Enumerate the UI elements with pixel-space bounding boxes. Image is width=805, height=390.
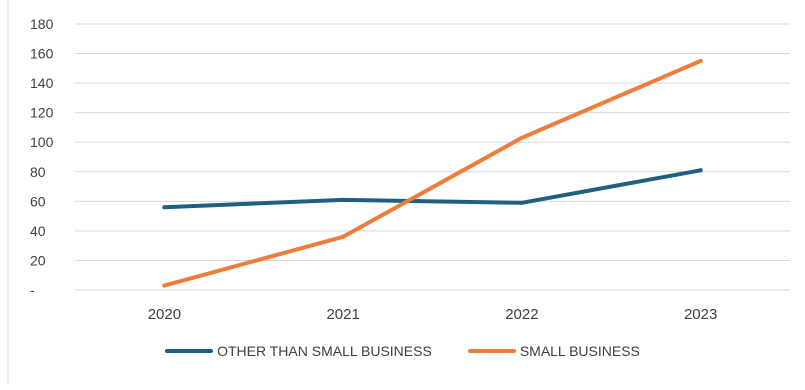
- gridlines: [75, 23, 790, 291]
- y-tick-label: 140: [30, 75, 54, 91]
- x-tick-label: 2023: [684, 306, 717, 323]
- data-point-other-than-small-business-2020: [162, 205, 167, 210]
- y-tick-label: 60: [30, 193, 46, 209]
- legend-item-small-business: SMALL BUSINESS: [467, 343, 640, 359]
- legend-label-other-than-small-business: OTHER THAN SMALL BUSINESS: [217, 343, 432, 359]
- x-axis-ticks: 2020 2021 2022 2023: [148, 306, 718, 323]
- y-tick-label: 40: [30, 223, 46, 239]
- x-tick-label: 2022: [505, 306, 538, 323]
- legend: OTHER THAN SMALL BUSINESS SMALL BUSINESS: [0, 343, 805, 359]
- y-tick-label: 160: [30, 46, 54, 62]
- x-tick-label: 2021: [326, 306, 359, 323]
- y-tick-label: 20: [30, 252, 46, 268]
- x-tick-label: 2020: [148, 306, 181, 323]
- data-point-other-than-small-business-2021: [341, 197, 346, 202]
- data-point-small-business-2020: [162, 283, 167, 288]
- data-point-small-business-2023: [698, 58, 703, 63]
- data-point-small-business-2022: [519, 135, 524, 140]
- series-line-small-business: [162, 58, 703, 288]
- legend-item-other-than-small-business: OTHER THAN SMALL BUSINESS: [165, 343, 432, 359]
- y-tick-label: 180: [30, 16, 54, 32]
- y-tick-label: 100: [30, 134, 54, 150]
- legend-swatch-small-business: [467, 349, 516, 353]
- series-lines: [162, 58, 703, 288]
- data-point-other-than-small-business-2022: [519, 200, 524, 205]
- y-tick-label: 80: [30, 164, 46, 180]
- legend-swatch-other-than-small-business: [165, 349, 214, 353]
- legend-label-small-business: SMALL BUSINESS: [519, 343, 640, 359]
- y-tick-label: 120: [30, 105, 54, 121]
- y-tick-label: -: [30, 282, 35, 298]
- y-axis-ticks: - 20 40 60 80 100 120 140 160 180: [30, 16, 54, 298]
- data-point-other-than-small-business-2023: [698, 168, 703, 173]
- data-point-small-business-2021: [341, 234, 346, 239]
- series-line-other-than-small-business: [162, 168, 703, 210]
